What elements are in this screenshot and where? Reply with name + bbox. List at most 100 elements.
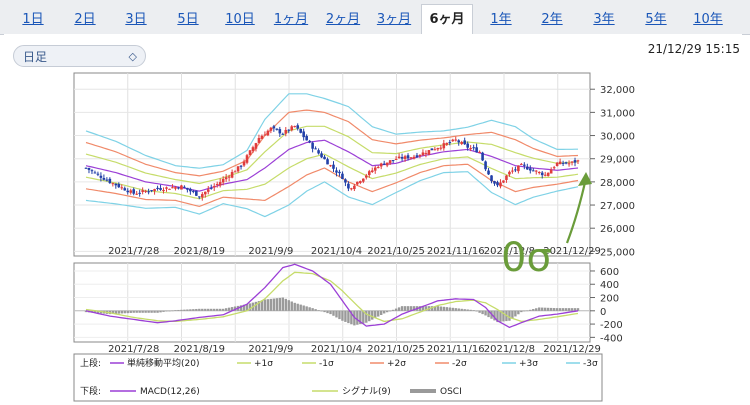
candle-body: [123, 188, 127, 191]
candle-body: [87, 167, 91, 170]
candle-body: [502, 180, 505, 183]
candle-period-value: 日足: [23, 50, 48, 64]
candle-body: [275, 128, 279, 130]
osci-bar: [123, 310, 126, 314]
candle-body: [397, 156, 401, 158]
candle-body: [192, 190, 195, 192]
osci-bar: [114, 310, 118, 314]
osci-bar: [224, 308, 228, 311]
tab-11[interactable]: 2年: [541, 12, 563, 27]
candle-body: [183, 186, 186, 188]
legend-upper-label: 上段:: [80, 357, 101, 369]
candle-body: [311, 142, 314, 149]
candle-body: [576, 160, 580, 162]
candle-body: [359, 181, 362, 183]
osci-bar: [230, 307, 234, 311]
candle-body: [99, 175, 103, 178]
candle-body: [138, 192, 141, 194]
tab-7[interactable]: 2ヶ月: [325, 12, 361, 27]
osci-bar: [138, 310, 141, 313]
candle-body: [570, 161, 574, 163]
osci-bar: [189, 309, 192, 311]
legend-upper-item: +3σ: [519, 359, 538, 369]
osci-bar: [502, 310, 505, 322]
tab-3[interactable]: 3日: [125, 12, 147, 27]
candle-body: [445, 142, 449, 145]
osci-bar: [326, 310, 329, 314]
tab-10[interactable]: 1年: [490, 12, 512, 27]
candle-body: [114, 183, 118, 186]
band-plus-1sigma: [85, 125, 579, 185]
candle-body: [165, 187, 168, 189]
osci-bar: [403, 306, 407, 311]
osci-bar: [493, 310, 496, 321]
osci-bar: [511, 310, 514, 319]
band-minus-1sigma: [85, 153, 579, 200]
osci-bar: [463, 309, 466, 311]
osci-bar: [523, 310, 526, 312]
osci-bar: [567, 308, 571, 311]
tab-14[interactable]: 10年: [693, 12, 723, 27]
tab-6[interactable]: 1ヶ月: [273, 12, 309, 27]
candle-body: [117, 184, 121, 188]
osci-bar: [341, 310, 344, 321]
osci-bar: [186, 309, 189, 311]
candle-body: [376, 167, 380, 169]
candle-body: [305, 135, 308, 141]
osci-bar: [526, 310, 529, 312]
tab-8[interactable]: 3ヶ月: [376, 12, 412, 27]
osci-bar: [412, 306, 416, 311]
candle-body: [269, 127, 273, 131]
candle-body: [379, 163, 383, 167]
osci-bar: [472, 310, 475, 311]
osci-bar: [201, 308, 204, 311]
candle-period-select[interactable]: 日足 ◇: [13, 45, 146, 67]
osci-bar: [457, 308, 460, 311]
osci-bar: [388, 310, 392, 312]
osci-bar: [183, 309, 186, 311]
osci-bar: [499, 310, 502, 322]
candle-body: [198, 196, 201, 198]
legend-lower-item: MACD(12,26): [140, 387, 200, 397]
osci-bar: [552, 308, 556, 311]
osci-bar: [573, 308, 577, 311]
tab-1[interactable]: 1日: [22, 12, 44, 27]
tab-13[interactable]: 5年: [645, 12, 667, 27]
tab-4[interactable]: 5日: [177, 12, 199, 27]
macd-y-tick-label: 600: [600, 267, 619, 278]
candle-body: [362, 178, 365, 182]
osci-bar: [96, 310, 100, 314]
osci-bar: [218, 308, 222, 311]
osci-bar: [448, 307, 451, 311]
macd-y-tick-label: 200: [600, 294, 619, 305]
candle-body: [335, 170, 338, 173]
tab-5[interactable]: 10日: [225, 12, 255, 27]
osci-bar: [332, 310, 335, 316]
osci-bar: [382, 310, 386, 314]
candle-body: [227, 176, 231, 178]
candle-body: [549, 169, 553, 174]
tab-12[interactable]: 3年: [593, 12, 615, 27]
osci-bar: [111, 310, 115, 314]
candle-body: [400, 157, 404, 159]
candle-body: [302, 131, 305, 138]
legend-upper-item: +1σ: [254, 359, 273, 369]
candle-body: [141, 190, 144, 192]
osci-bar: [377, 310, 380, 317]
candle-body: [472, 147, 475, 149]
candle-body: [436, 148, 440, 150]
osci-bar: [561, 308, 565, 311]
tab-9[interactable]: 6ヶ月: [421, 4, 473, 36]
osci-bar: [242, 304, 246, 311]
tab-2[interactable]: 2日: [74, 12, 96, 27]
osci-bar: [433, 306, 437, 311]
candle-body: [203, 191, 207, 195]
osci-bar: [263, 299, 267, 311]
legend-upper-item: -3σ: [583, 359, 598, 369]
price-x-tick-label: 2021/12/8: [484, 246, 535, 257]
osci-bar: [535, 308, 538, 311]
candle-body: [308, 140, 311, 143]
candle-body: [212, 186, 216, 188]
sma-20-line: [85, 139, 579, 192]
